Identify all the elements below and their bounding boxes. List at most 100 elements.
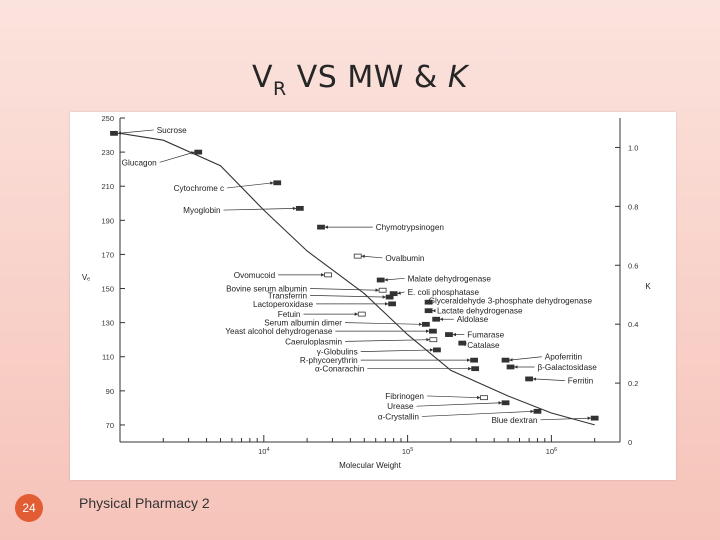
protein-label: E. coli phosphatase: [408, 288, 480, 297]
protein-label: Caeruloplasmin: [285, 337, 342, 346]
protein-leader-arrow: [540, 416, 592, 421]
x-tick-label: 104: [258, 447, 269, 456]
protein-label: α-Crystallin: [378, 412, 420, 421]
ve-vs-mw-chart: 70 90 110 130 150 170 190 210 230 250 0 0.2 0.4 0.6 0.…: [82, 114, 651, 470]
protein-leader-arrow: [384, 277, 405, 282]
protein-label: Serum albumin dimer: [264, 319, 342, 328]
protein-marker: [433, 347, 441, 353]
protein-leader-arrow: [361, 254, 383, 259]
protein-marker: [357, 311, 366, 317]
protein-marker: [353, 253, 362, 259]
protein-label: Urease: [387, 402, 414, 411]
protein-leader-arrow: [426, 395, 481, 400]
y-tick-label: 250: [101, 114, 114, 123]
protein-marker: [376, 277, 385, 283]
protein-label: Sucrose: [157, 126, 187, 135]
protein-marker: [194, 149, 203, 155]
protein-label: α-Conarachin: [315, 365, 365, 374]
slide-title: VR VS MW & K: [0, 60, 720, 100]
protein-marker: [317, 224, 325, 230]
title-v: V: [251, 60, 273, 95]
protein-marker: [378, 287, 387, 293]
protein-leader-arrow: [462, 342, 467, 347]
protein-marker: [471, 366, 480, 372]
protein-marker: [470, 357, 478, 363]
protein-label: Lactate dehydrogenase: [437, 307, 523, 316]
protein-label: Bovine serum albumin: [226, 285, 307, 294]
protein-leader-arrow: [360, 348, 434, 352]
protein-marker: [388, 301, 396, 307]
y2-tick-label: 0.8: [628, 202, 638, 211]
protein-leader-arrow: [421, 409, 534, 417]
protein-marker: [501, 400, 510, 406]
y2-tick-label: 1.0: [628, 143, 638, 152]
protein-marker: [501, 357, 510, 363]
title-subscript-r: R: [272, 78, 287, 100]
y-tick-label: 130: [101, 319, 114, 328]
protein-label: Blue dextran: [491, 416, 537, 425]
protein-leader-arrow: [425, 299, 434, 304]
protein-marker: [324, 272, 332, 278]
protein-marker: [385, 294, 394, 300]
protein-marker: [429, 328, 437, 334]
protein-label: Glucagon: [122, 158, 157, 167]
protein-label: R-phycoerythrin: [300, 356, 358, 365]
y2-tick-label: 0: [628, 438, 632, 447]
protein-label: Fibrinogen: [385, 392, 424, 401]
y-tick-label: 210: [101, 182, 114, 191]
x-axis-label: Molecular Weight: [339, 461, 401, 470]
y-tick-label: 70: [106, 421, 114, 430]
page-number-badge: 24: [15, 494, 43, 522]
y2-tick-label: 0.6: [628, 261, 638, 270]
y-axis-label: Vₑ: [82, 273, 90, 282]
protein-label: Cytochrome c: [174, 184, 225, 193]
protein-marker: [506, 364, 515, 370]
protein-label: Transferrin: [268, 291, 308, 300]
footer-text: Physical Pharmacy 2: [79, 495, 210, 511]
protein-marker: [533, 408, 542, 414]
protein-label: Ovomucoid: [234, 271, 276, 280]
protein-marker: [424, 308, 433, 314]
protein-leader-arrow: [159, 151, 195, 163]
protein-label: Yeast alcohol dehydrogenase: [225, 327, 333, 336]
x-tick-label: 105: [402, 447, 413, 456]
protein-leader-arrow: [223, 206, 297, 211]
protein-leader-arrow: [397, 291, 405, 295]
protein-leader-arrow: [532, 377, 565, 381]
protein-leader-arrow: [509, 356, 542, 362]
protein-label: γ-Globulins: [317, 348, 358, 357]
protein-marker: [525, 376, 534, 382]
protein-marker: [389, 291, 398, 297]
protein-label: Ovalbumin: [385, 254, 425, 263]
protein-leader-arrow: [416, 401, 502, 407]
protein-leader-arrow: [117, 129, 154, 135]
protein-marker: [445, 332, 453, 337]
y-tick-label: 110: [102, 353, 114, 362]
protein-label: Apoferritin: [545, 353, 583, 362]
y-tick-label: 170: [101, 250, 114, 259]
title-k: K: [447, 60, 469, 95]
protein-label: Chymotrypsinogen: [376, 223, 445, 232]
protein-marker: [421, 321, 430, 327]
protein-marker: [590, 415, 599, 421]
x-tick-label: 106: [546, 447, 557, 456]
protein-leader-arrow: [227, 181, 274, 189]
y-tick-label: 150: [101, 285, 114, 294]
protein-leader-arrow: [345, 337, 430, 342]
protein-marker: [480, 395, 488, 401]
protein-label: Fumarase: [467, 331, 504, 340]
y-tick-label: 230: [101, 148, 114, 157]
protein-label: Glyceraldehyde 3-phosphate dehydrogenase: [429, 296, 593, 305]
y2-axis-label: K: [645, 282, 651, 291]
protein-label: Catalase: [467, 341, 500, 350]
protein-label: Ferritin: [568, 377, 594, 386]
y-tick-label: 190: [101, 216, 114, 225]
protein-marker: [432, 316, 441, 322]
protein-marker: [110, 130, 118, 136]
protein-label: Aldolase: [457, 315, 489, 324]
protein-label: β-Galactosidase: [537, 363, 597, 372]
y2-tick-label: 0.4: [628, 320, 638, 329]
protein-marker: [295, 205, 304, 211]
protein-label: Fetuin: [278, 310, 301, 319]
title-vs-mw: VS MW &: [286, 60, 448, 95]
